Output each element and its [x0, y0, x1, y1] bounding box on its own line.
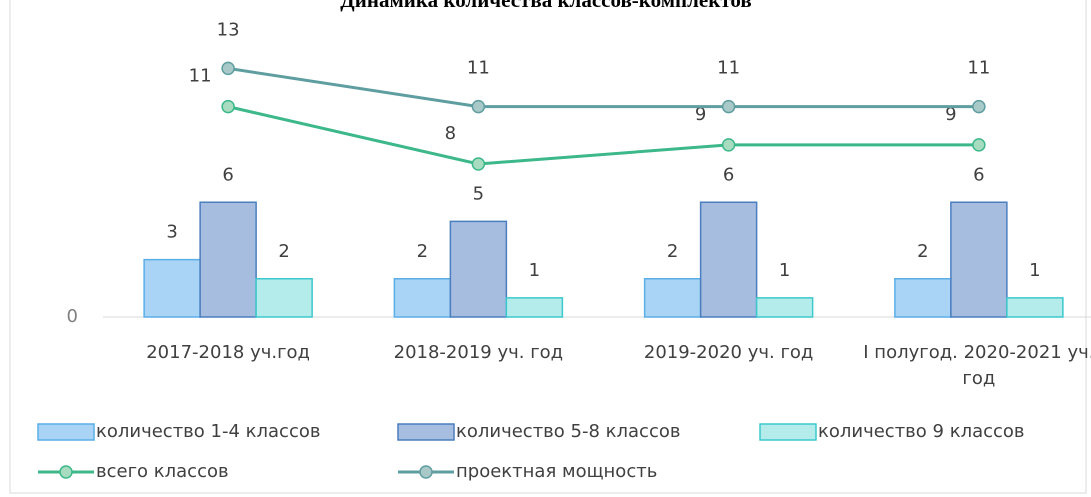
- line: [227, 66, 979, 109]
- line-marker: [721, 138, 736, 152]
- data-label: 2: [667, 241, 678, 262]
- data-label: 6: [973, 164, 984, 185]
- legend-label: проектная мощность: [456, 461, 657, 482]
- legend-swatch: [37, 423, 95, 441]
- y-tick-label: 0: [67, 306, 78, 327]
- bar: [393, 278, 452, 318]
- data-label: 3: [166, 222, 177, 243]
- line: [227, 105, 979, 166]
- bar: [255, 278, 313, 318]
- line-marker: [471, 157, 486, 171]
- data-label: 11: [467, 58, 490, 79]
- data-label: 11: [717, 58, 740, 79]
- x-tick-label: 2019-2020 уч. год: [643, 342, 814, 363]
- line-marker: [471, 99, 486, 114]
- legend-swatch: [397, 423, 455, 441]
- line-marker: [221, 99, 235, 114]
- data-label: 2: [278, 241, 289, 262]
- bar: [950, 201, 1008, 318]
- data-label: 5: [473, 183, 484, 204]
- x-tick-label: 2017-2018 уч.год: [146, 342, 310, 363]
- data-label: 13: [217, 19, 240, 40]
- line-marker: [972, 138, 986, 152]
- data-label: 9: [945, 104, 956, 125]
- bar: [505, 297, 564, 318]
- legend-swatch: [759, 423, 817, 441]
- data-label: 6: [222, 164, 233, 185]
- bar: [699, 201, 758, 318]
- data-label: 6: [723, 164, 734, 185]
- chart-border: [9, 0, 1087, 494]
- bar: [643, 278, 702, 318]
- legend-label: количество 5-8 классов: [456, 421, 680, 442]
- data-label: 1: [779, 260, 790, 281]
- line-marker: [972, 99, 986, 114]
- data-label: 9: [695, 104, 706, 125]
- bar: [1006, 297, 1064, 318]
- bar: [143, 258, 201, 318]
- data-label: 8: [445, 123, 456, 144]
- chart-title: Динамика количества классов-комплектов: [340, 0, 751, 12]
- bar: [199, 201, 257, 318]
- data-label: 11: [967, 58, 990, 79]
- bar: [894, 278, 952, 318]
- data-label: 2: [417, 241, 428, 262]
- legend-label: количество 1-4 классов: [96, 421, 320, 442]
- data-label: 11: [189, 66, 212, 87]
- bar: [755, 297, 814, 318]
- x-tick-label: I полугод. 2020-2021 уч. год: [863, 342, 1091, 389]
- legend-label: количество 9 классов: [818, 421, 1025, 442]
- bar: [449, 220, 508, 318]
- data-label: 1: [1029, 260, 1040, 281]
- line-marker: [721, 99, 736, 114]
- legend-label: всего классов: [96, 461, 229, 482]
- data-label: 2: [917, 241, 928, 262]
- legend-swatch: [59, 465, 73, 479]
- legend-swatch: [419, 465, 433, 479]
- line-marker: [221, 61, 235, 76]
- x-tick-label: 2018-2019 уч. год: [393, 342, 564, 363]
- data-label: 1: [529, 260, 540, 281]
